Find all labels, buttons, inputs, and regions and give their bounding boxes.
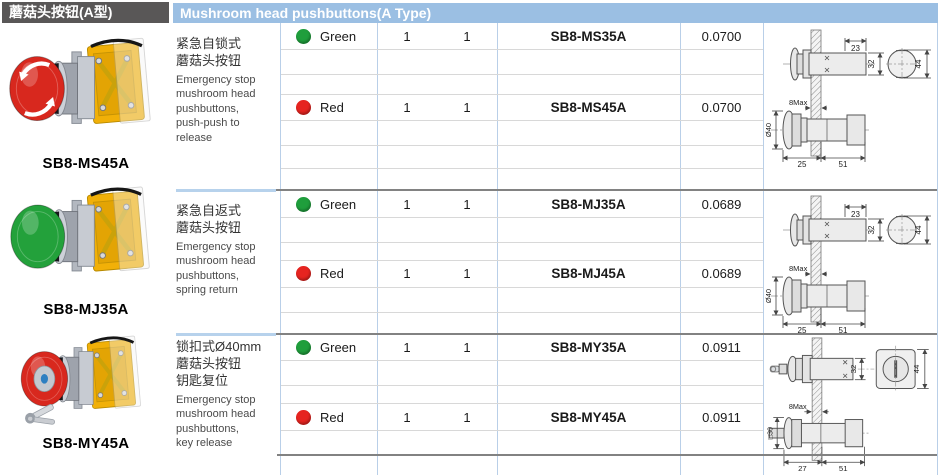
table-grid-line (763, 23, 764, 475)
page-right-border (937, 23, 938, 475)
qty-no: 1 (403, 266, 411, 281)
red-color-dot (296, 266, 311, 281)
product-photo: SB8-MY45A (3, 330, 169, 452)
qty-nc: 1 (463, 410, 471, 425)
model-number: SB8-MY35A (550, 339, 627, 355)
qty-nc: 1 (463, 196, 471, 212)
page-title-en: Mushroom head pushbuttons(A Type) (173, 3, 938, 23)
weight: 0.0911 (702, 339, 741, 355)
model-number: SB8-MY45A (550, 410, 627, 425)
description-en: Emergency stop mushroom head pushbuttons… (176, 393, 256, 450)
section-divider (176, 333, 276, 336)
table-row: Green 1 1 SB8-MJ35A 0.0689 (281, 191, 763, 217)
emergency-stop-button-photo-green (7, 180, 165, 296)
product-label: SB8-MJ35A (43, 301, 129, 318)
table-row: Green 1 1 SB8-MS35A 0.0700 (281, 23, 763, 49)
table-grid-line (377, 23, 378, 475)
product-label: SB8-MS45A (42, 155, 130, 172)
color-name: Green (320, 339, 357, 355)
green-color-dot (296, 339, 311, 355)
page-title-zh: 蘑菇头按钮(A型) (2, 2, 169, 23)
weight: 0.0689 (701, 196, 742, 212)
section-divider (176, 189, 276, 192)
qty-nc: 1 (463, 266, 471, 281)
red-color-dot (296, 99, 311, 115)
model-number: SB8-MS35A (550, 28, 627, 44)
model-number: SB8-MJ35A (551, 196, 626, 212)
dimension-drawing (765, 28, 937, 173)
weight: 0.0700 (701, 99, 742, 115)
weight: 0.0700 (701, 28, 742, 44)
dimension-drawing (765, 194, 937, 339)
qty-nc: 1 (463, 339, 471, 355)
key-release-button-photo-red (8, 330, 164, 425)
weight: 0.0911 (702, 410, 741, 425)
red-color-dot (296, 410, 311, 425)
qty-no: 1 (403, 99, 411, 115)
model-number: SB8-MJ45A (551, 266, 626, 281)
qty-no: 1 (403, 28, 411, 44)
table-grid-line (280, 23, 281, 475)
product-description: 紧急自锁式 蘑菇头按钮 Emergency stop mushroom head… (176, 36, 278, 145)
table-row: Red 1 1 SB8-MY45A 0.0911 (281, 404, 763, 431)
color-name: Green (320, 196, 357, 212)
qty-no: 1 (403, 339, 411, 355)
color-name: Red (320, 99, 344, 115)
description-zh: 紧急自返式 蘑菇头按钮 (176, 203, 242, 235)
product-photo: SB8-MS45A (3, 30, 169, 172)
section-divider (276, 333, 937, 335)
table-row: Red 1 1 SB8-MJ45A 0.0689 (281, 260, 763, 287)
description-zh: 紧急自锁式 蘑菇头按钮 (176, 36, 242, 68)
qty-nc: 1 (463, 99, 471, 115)
weight: 0.0689 (701, 266, 742, 281)
green-color-dot (296, 28, 311, 44)
description-en: Emergency stop mushroom head pushbuttons… (176, 73, 256, 144)
emergency-stop-button-photo-red (6, 30, 166, 150)
color-name: Red (320, 410, 344, 425)
qty-no: 1 (403, 196, 411, 212)
description-en: Emergency stop mushroom head pushbuttons… (176, 240, 256, 297)
section-divider (277, 454, 937, 456)
product-description: 锁扣式Ø40mm 蘑菇头按钮 钥匙复位 Emergency stop mushr… (176, 339, 278, 451)
description-zh: 锁扣式Ø40mm 蘑菇头按钮 钥匙复位 (176, 339, 262, 388)
product-label: SB8-MY45A (42, 435, 130, 452)
product-photo: SB8-MJ35A (3, 180, 169, 318)
table-row: Green 1 1 SB8-MY35A 0.0911 (281, 334, 763, 360)
section-divider (276, 189, 937, 191)
table-grid-line (497, 23, 498, 475)
table-row: Red 1 1 SB8-MS45A 0.0700 (281, 94, 763, 120)
qty-nc: 1 (463, 28, 471, 44)
qty-no: 1 (403, 410, 411, 425)
product-description: 紧急自返式 蘑菇头按钮 Emergency stop mushroom head… (176, 203, 278, 298)
model-number: SB8-MS45A (550, 99, 627, 115)
table-grid-line (680, 23, 681, 475)
color-name: Green (320, 28, 357, 44)
green-color-dot (296, 196, 311, 212)
color-name: Red (320, 266, 344, 281)
